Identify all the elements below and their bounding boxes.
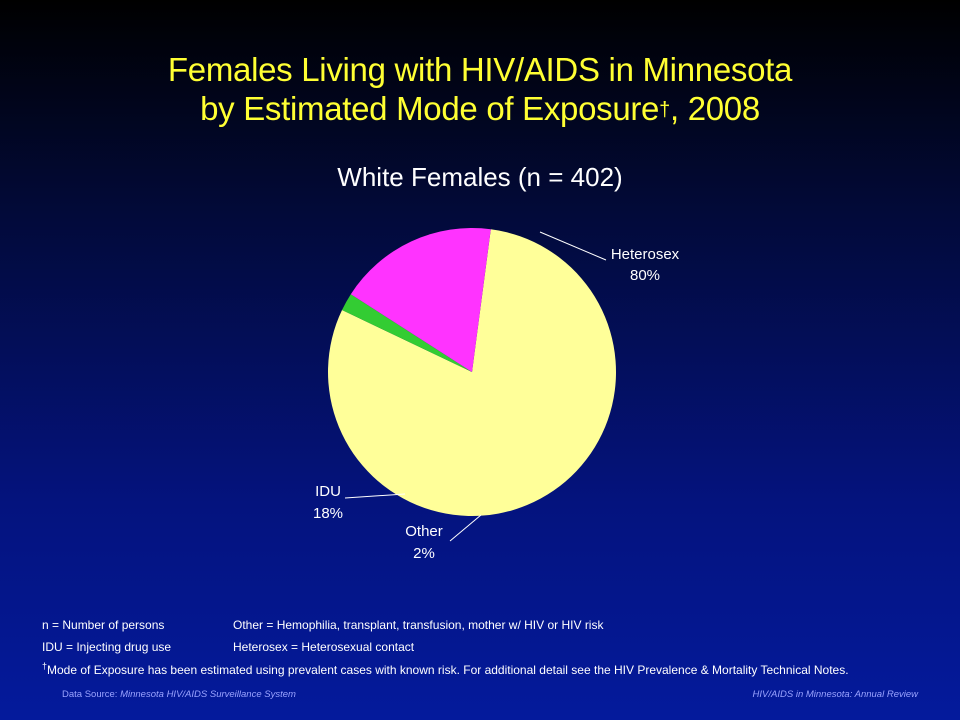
slice-label-other: Other	[405, 523, 443, 540]
leader-line-other	[449, 514, 482, 542]
title-line-2: by Estimated Mode of Exposure†, 2008	[0, 89, 960, 128]
slice-value-idu: 18%	[313, 505, 343, 522]
chart-title: White Females (n = 402)	[337, 162, 622, 192]
footnote-dagger: †	[42, 661, 48, 671]
title-year: , 2008	[669, 90, 760, 127]
footnote-mode-note: †Mode of Exposure has been estimated usi…	[42, 661, 849, 677]
title-dagger: †	[659, 99, 670, 121]
pie-slice-other	[342, 294, 472, 372]
slice-label-heterosex: Heterosex	[611, 246, 680, 263]
title-line-2-text: by Estimated Mode of Exposure	[200, 90, 660, 127]
pie-slice-idu	[350, 227, 491, 372]
slide-title: Females Living with HIV/AIDS in Minnesot…	[0, 50, 960, 128]
slice-value-heterosex: 80%	[630, 267, 660, 284]
leader-line-idu	[344, 493, 406, 499]
leader-line-heterosex	[539, 231, 607, 261]
footnote-n-definition: n = Number of persons	[42, 618, 165, 632]
title-line-1: Females Living with HIV/AIDS in Minnesot…	[167, 51, 793, 88]
data-source: Data Source: Minnesota HIV/AIDS Surveill…	[62, 689, 296, 700]
slice-label-idu: IDU	[315, 483, 341, 500]
publication-name: HIV/AIDS in Minnesota: Annual Review	[753, 689, 918, 700]
pie-slices	[328, 227, 617, 516]
footnote-idu-definition: IDU = Injecting drug use	[42, 640, 172, 654]
footnote-heterosex-definition: Heterosex = Heterosexual contact	[233, 640, 415, 654]
pie-slice-heterosex	[328, 229, 617, 516]
publication-text: HIV/AIDS in Minnesota: Annual Review	[752, 689, 918, 700]
footnote-mode-text: Mode of Exposure has been estimated usin…	[47, 663, 849, 677]
footnote-other-definition: Other = Hemophilia, transplant, transfus…	[233, 618, 604, 632]
slice-value-other: 2%	[413, 545, 435, 562]
data-source-name: Minnesota HIV/AIDS Surveillance System	[120, 689, 296, 700]
data-source-label: Data Source:	[62, 689, 118, 700]
